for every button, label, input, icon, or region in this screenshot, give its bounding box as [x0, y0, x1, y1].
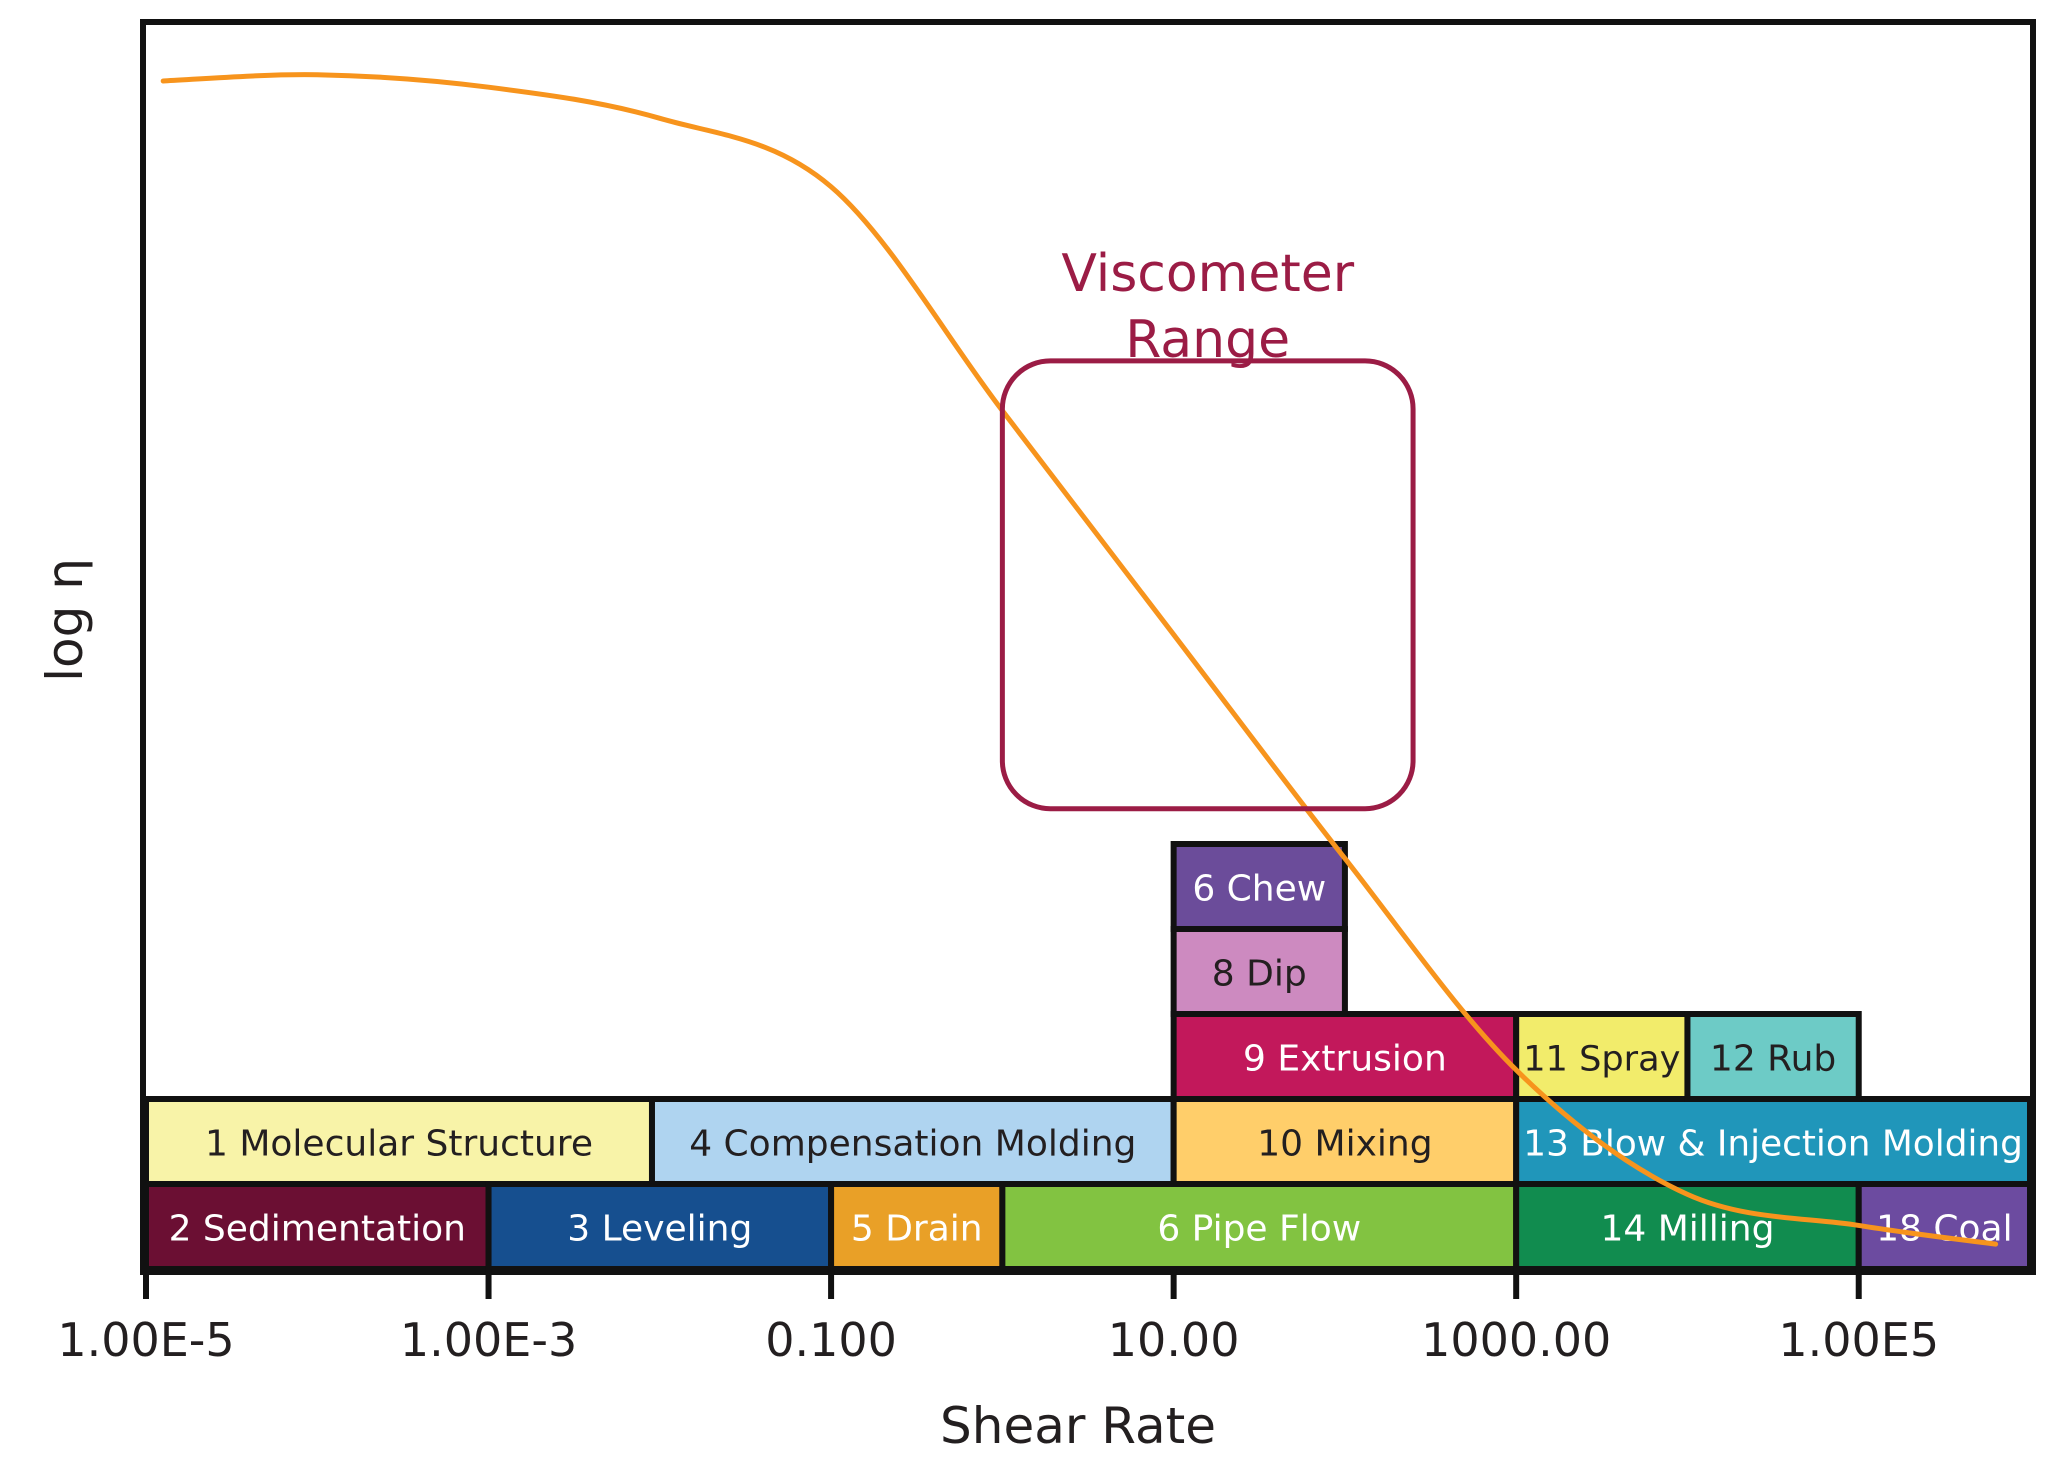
- x-tick-label: 1.00E-5: [57, 1313, 234, 1367]
- application-bar-5-drain: 5 Drain: [828, 1181, 1006, 1272]
- application-bar-rect: [1684, 1011, 1862, 1102]
- application-bar-label: 12 Rub: [1710, 1039, 1836, 1080]
- viscosity-curve: [160, 72, 1999, 1247]
- application-bar-rect: [1170, 841, 1348, 932]
- x-tick-label: 1.00E5: [1778, 1313, 1939, 1367]
- viscometer-range-box: [999, 358, 1416, 812]
- application-bar-3-leveling: 3 Leveling: [485, 1181, 835, 1272]
- application-bar-rect: [999, 1181, 1520, 1272]
- viscosity-curve-group: [160, 72, 1999, 1247]
- application-bar-rect: [485, 1181, 835, 1272]
- application-bar-label: 10 Mixing: [1257, 1124, 1432, 1165]
- plot-frame: [140, 19, 2036, 1275]
- x-tick-label: 10.00: [1108, 1313, 1240, 1367]
- application-bar-label: 2 Sedimentation: [169, 1209, 466, 1250]
- x-tick-label: 1000.00: [1421, 1313, 1611, 1367]
- x-tick-label: 1.00E-3: [400, 1313, 577, 1367]
- application-bar-6-pipe-flow: 6 Pipe Flow: [999, 1181, 1520, 1272]
- application-bar-18-coal: 18 Coal: [1855, 1181, 2034, 1272]
- application-bar-8-dip: 8 Dip: [1170, 926, 1348, 1017]
- y-axis-title: log η: [36, 558, 94, 682]
- application-bar-1-molecular-structure: 1 Molecular Structure: [143, 1096, 655, 1187]
- application-bar-13-blow-and-injection-molding: 13 Blow & Injection Molding: [1513, 1096, 2033, 1187]
- application-bar-12-rub: 12 Rub: [1684, 1011, 1862, 1102]
- x-tick-label: 0.100: [765, 1313, 897, 1367]
- application-bar-label: 8 Dip: [1212, 954, 1307, 995]
- application-bar-label: 1 Molecular Structure: [205, 1124, 593, 1165]
- application-bar-11-spray: 11 Spray: [1513, 1011, 1691, 1102]
- viscometer-range-label-line: Viscometer: [1061, 244, 1354, 304]
- x-axis: 1.00E-5 1.00E-3 0.100 10.00 1000.00 1.00E5: [57, 1269, 1939, 1367]
- application-bar-label: 5 Drain: [851, 1209, 983, 1250]
- application-bar-4-compensation-molding: 4 Compensation Molding: [648, 1096, 1177, 1187]
- application-bar-label: 14 Milling: [1600, 1209, 1774, 1250]
- application-bar-label: 11 Spray: [1523, 1039, 1680, 1080]
- application-bar-2-sedimentation: 2 Sedimentation: [143, 1181, 492, 1272]
- application-bar-rect: [1170, 1011, 1520, 1102]
- application-bar-label: 3 Leveling: [567, 1209, 752, 1250]
- application-bar-label: 9 Extrusion: [1243, 1039, 1447, 1080]
- application-bar-label: 6 Pipe Flow: [1157, 1209, 1361, 1250]
- application-bar-rect: [1170, 926, 1348, 1017]
- application-bar-rect: [1513, 1011, 1691, 1102]
- viscometer-range-label-line: Range: [1125, 310, 1290, 370]
- application-bar-10-mixing: 10 Mixing: [1170, 1096, 1520, 1187]
- application-bar-label: 4 Compensation Molding: [689, 1124, 1136, 1165]
- x-axis-title: Shear Rate: [940, 1397, 1216, 1455]
- application-bars: 1 Molecular Structure 4 Compensation Mold…: [143, 841, 2034, 1272]
- application-bar-label: 13 Blow & Injection Molding: [1523, 1124, 2023, 1165]
- application-bar-9-extrusion: 9 Extrusion: [1170, 1011, 1520, 1102]
- application-bar-6-chew: 6 Chew: [1170, 841, 1348, 932]
- application-bar-label: 6 Chew: [1192, 869, 1326, 910]
